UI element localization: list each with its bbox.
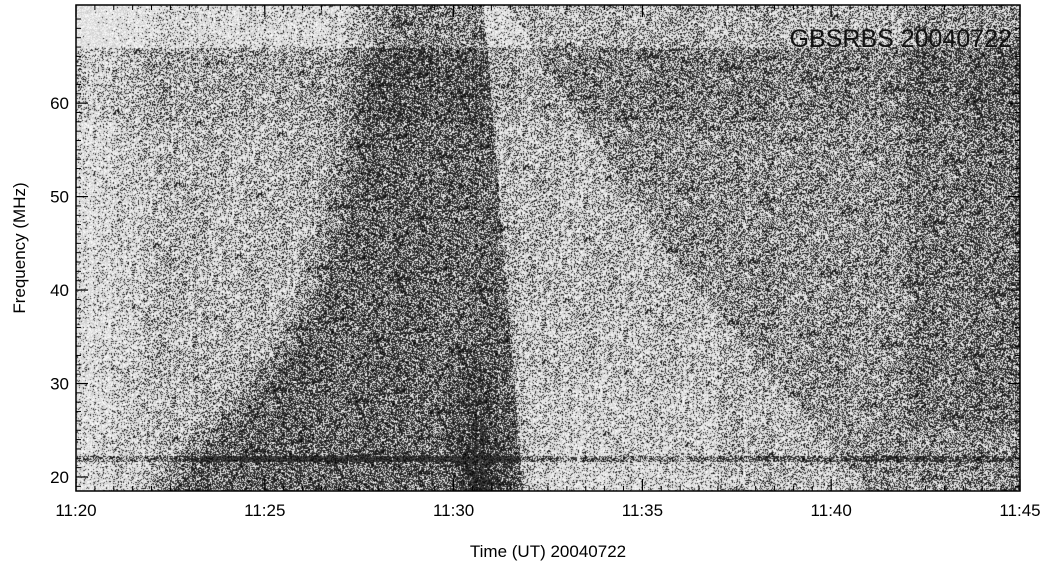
y-tick-label: 50 bbox=[50, 188, 69, 207]
y-tick-label: 20 bbox=[50, 468, 69, 487]
spectrogram-image bbox=[76, 5, 1020, 491]
x-tick-label: 11:20 bbox=[55, 501, 96, 520]
x-tick-label: 11:40 bbox=[811, 501, 852, 520]
x-axis-label: Time (UT) 20040722 bbox=[470, 542, 626, 561]
y-tick-label: 60 bbox=[50, 94, 69, 113]
y-tick-label: 40 bbox=[50, 281, 69, 300]
x-tick-label: 11:25 bbox=[244, 501, 285, 520]
y-axis-label: Frequency (MHz) bbox=[10, 182, 29, 313]
x-tick-label: 11:35 bbox=[622, 501, 663, 520]
x-tick-label: 11:30 bbox=[433, 501, 474, 520]
x-tick-label: 11:45 bbox=[999, 501, 1040, 520]
y-axis-ticks: 20 30 40 50 60 bbox=[50, 18, 1020, 487]
chart-title: GBSRBS 20040722 bbox=[790, 25, 1012, 53]
x-axis-ticks: 11:20 11:25 11:30 11:35 11:40 11:45 bbox=[55, 5, 1041, 520]
y-tick-label: 30 bbox=[50, 375, 69, 394]
